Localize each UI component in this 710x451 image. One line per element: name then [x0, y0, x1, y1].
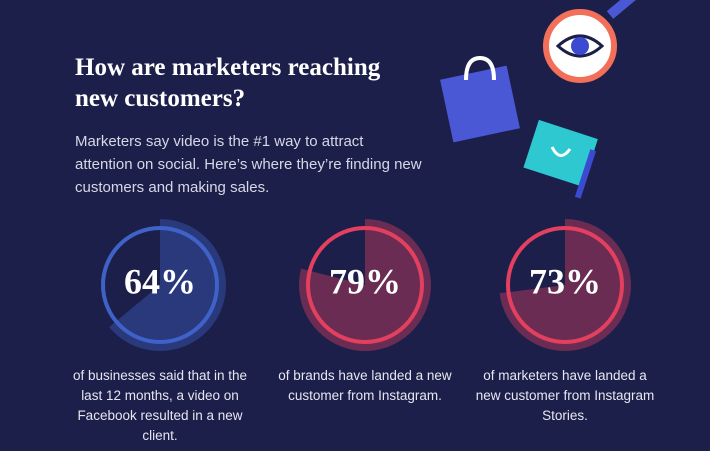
caption: of businesses said that in the last 12 m… [72, 368, 248, 443]
gauge-ring [101, 226, 219, 344]
gauge-ring [306, 226, 424, 344]
decoration [440, 0, 636, 199]
bag-handle [464, 55, 496, 81]
eye [555, 34, 605, 58]
magnifier-handle [606, 0, 636, 19]
caption: of brands have landed a new customer fro… [278, 368, 452, 403]
percentage-label: 73% [529, 261, 601, 301]
gauge-ring [506, 226, 624, 344]
caption: of marketers have landed a new customer … [475, 368, 655, 423]
gauge-wedge [109, 219, 226, 351]
gauge-disc [308, 228, 422, 342]
bag-icon [523, 119, 598, 187]
gauge-disc [508, 228, 622, 342]
percentage-label: 64% [124, 261, 196, 301]
description: Marketers say video is the #1 way to att… [75, 133, 422, 196]
gauge-wedge [499, 219, 631, 352]
gauge-wedge [299, 219, 431, 351]
bag-side [574, 149, 597, 199]
percentage-label: 79% [329, 261, 401, 301]
title: How are marketers reaching new customers… [75, 54, 381, 112]
gauge-disc [103, 228, 217, 342]
bag-icon [440, 65, 520, 143]
bag-handle [550, 146, 572, 157]
pupil [571, 37, 589, 55]
